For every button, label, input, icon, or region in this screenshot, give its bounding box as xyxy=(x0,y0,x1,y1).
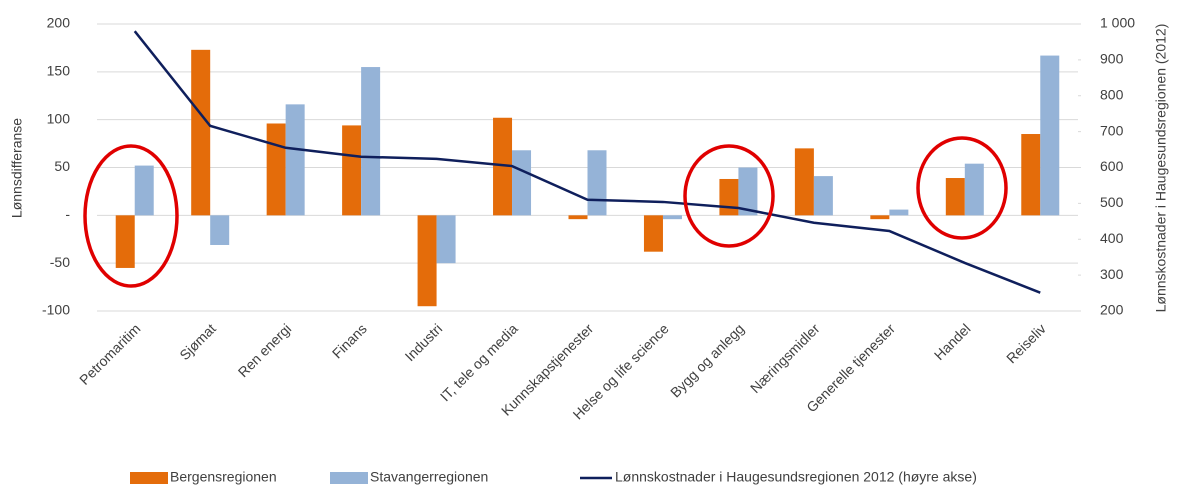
x-tick-label: Industri xyxy=(402,320,446,364)
highlight-circle xyxy=(683,144,775,248)
y2-tick-label: 300 xyxy=(1100,266,1124,282)
line xyxy=(133,30,1041,294)
bar xyxy=(964,163,984,216)
bar xyxy=(1040,55,1060,216)
y2-tick-label: 800 xyxy=(1100,86,1124,102)
y-axis-label: Lønnsdifferanse xyxy=(9,118,25,218)
legend-swatch xyxy=(330,472,368,484)
y2-tick-label: 700 xyxy=(1100,122,1124,138)
bar xyxy=(587,150,607,216)
x-tick-label: Finans xyxy=(329,320,370,361)
bar xyxy=(719,178,739,216)
x-tick-label: Handel xyxy=(931,320,974,363)
y2-tick-label: 400 xyxy=(1100,230,1124,246)
bar xyxy=(945,178,965,216)
y-tick-label: -100 xyxy=(42,302,70,318)
legend-swatch xyxy=(130,472,168,484)
y2-tick-label: 600 xyxy=(1100,158,1124,174)
bar xyxy=(436,215,456,264)
x-tick-label: Ren energi xyxy=(235,320,295,380)
bar xyxy=(361,67,381,216)
legend-label: Lønnskostnader i Haugesundsregionen 2012… xyxy=(615,469,977,485)
legend-label: Bergensregionen xyxy=(170,469,277,485)
highlight-circle xyxy=(916,136,1008,240)
bar xyxy=(285,104,305,216)
bar xyxy=(417,215,437,307)
legend-label: Stavangerregionen xyxy=(370,469,488,485)
bar xyxy=(889,209,909,216)
x-tick-label: Reiseliv xyxy=(1003,320,1049,366)
bar xyxy=(1021,134,1041,216)
y2-axis-label: Lønnskostnader i Haugesundsregionen (201… xyxy=(1153,24,1169,313)
y-tick-label: 50 xyxy=(54,158,70,174)
y2-tick-label: 200 xyxy=(1100,302,1124,318)
bar xyxy=(191,49,211,216)
y2-tick-label: 1 000 xyxy=(1100,15,1135,31)
y-tick-label: - xyxy=(65,206,70,222)
bar xyxy=(662,215,682,220)
y2-tick-label: 500 xyxy=(1100,194,1124,210)
highlight-circle xyxy=(83,144,179,288)
bar xyxy=(134,165,154,216)
bar xyxy=(738,167,758,216)
bar xyxy=(813,176,833,216)
x-tick-label: Bygg og anlegg xyxy=(667,320,747,400)
x-tick-label: IT, tele og media xyxy=(437,320,521,404)
y-tick-label: -50 xyxy=(50,254,70,270)
bar xyxy=(794,148,814,216)
bar xyxy=(870,215,890,220)
x-tick-label: Petromaritim xyxy=(76,320,143,387)
x-tick-label: Næringsmidler xyxy=(747,320,823,396)
bar xyxy=(493,117,513,216)
bar xyxy=(115,215,135,268)
y-tick-label: 200 xyxy=(47,15,71,31)
bar xyxy=(643,215,663,252)
y-tick-label: 100 xyxy=(47,110,71,126)
plot: -100-50-50100150200200300400500600700800… xyxy=(42,15,1135,485)
x-tick-label: Sjømat xyxy=(176,320,219,363)
bar xyxy=(266,123,286,216)
bar xyxy=(512,150,532,216)
y-tick-label: 150 xyxy=(47,63,71,79)
bar xyxy=(342,125,362,216)
y2-tick-label: 900 xyxy=(1100,51,1124,67)
bar xyxy=(568,215,588,220)
bar xyxy=(210,215,230,245)
